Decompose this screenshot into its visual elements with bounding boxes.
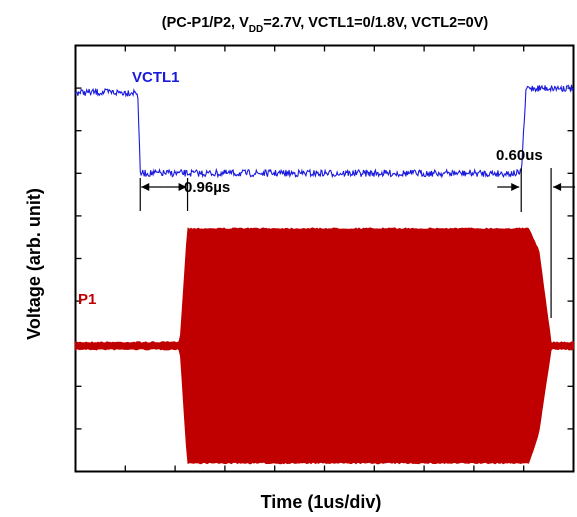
series-vctl1-line [74, 84, 574, 179]
annotation-label-1: 0.60us [496, 147, 543, 164]
annotation-arrow-left-head [141, 183, 150, 191]
series-vctl1 [74, 84, 574, 179]
timing-annotations [139, 168, 576, 318]
x-axis-label: Time (1us/div) [261, 492, 382, 512]
annotation-arrow-in-left-head [511, 183, 520, 191]
series-p1 [75, 227, 574, 465]
annotation-label-0: 0.96µs [184, 179, 230, 196]
chart-title: (PC-P1/P2, VDD=2.7V, VCTL1=0/1.8V, VCTL2… [162, 15, 489, 35]
title-subscript: DD [249, 24, 263, 35]
title-prefix: (PC-P1/P2, V [162, 15, 249, 31]
annotation-arrow-right-head [178, 183, 187, 191]
series-label-p1: P1 [78, 291, 96, 308]
y-axis-label: Voltage (arb. unit) [24, 188, 44, 340]
series-p1-envelope [75, 227, 574, 465]
annotation-arrow-in-right-head [553, 183, 562, 191]
title-suffix: =2.7V, VCTL1=0/1.8V, VCTL2=0V) [263, 15, 488, 31]
series-label-vctl1: VCTL1 [132, 69, 180, 86]
